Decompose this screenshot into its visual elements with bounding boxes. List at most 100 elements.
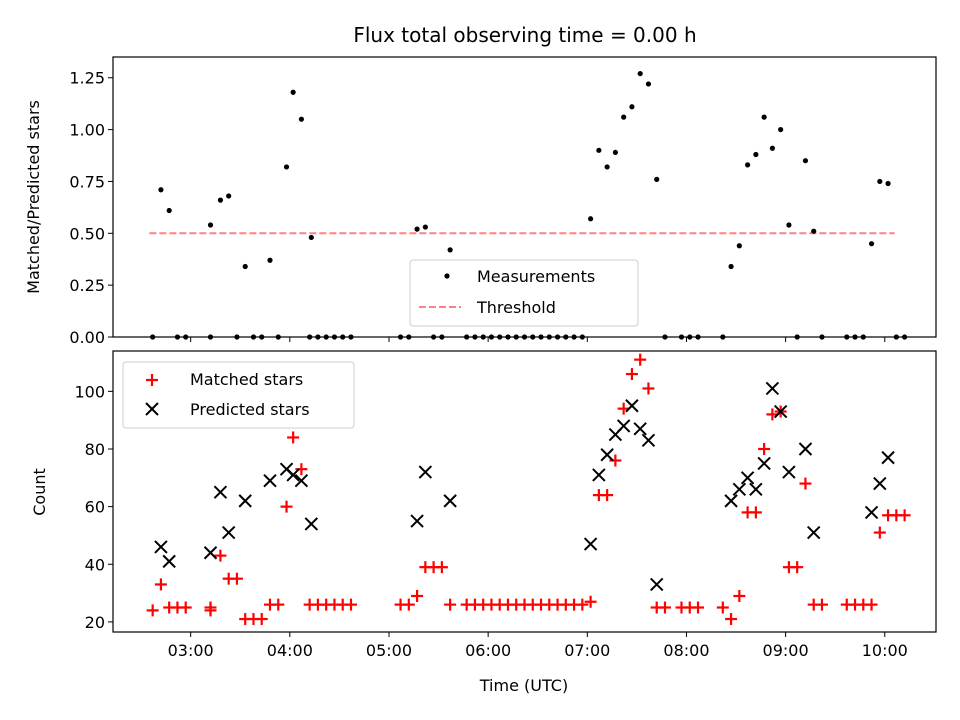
matched-star-point [634, 353, 647, 366]
predicted-star-point [418, 465, 433, 479]
predicted-star-point [203, 546, 218, 560]
matched-star-point [584, 595, 597, 608]
measurement-point [778, 126, 784, 133]
matched-star-point [758, 442, 771, 455]
predicted-star-point [286, 468, 300, 482]
bottom-panel: Count 20 40 60 80 100 03:00 04:00 05:00 06:00 07… [30, 350, 937, 695]
predicted-star-point [625, 399, 639, 413]
measurement-point [745, 162, 751, 168]
bottom-x-tick-label: 10:00 [862, 641, 908, 660]
matched-star-point [146, 604, 159, 617]
measurement-point [769, 145, 775, 151]
matched-star-point [344, 598, 357, 611]
measurement-point [654, 176, 660, 182]
matched-star-point [625, 368, 638, 381]
top-y-tick-label: 0.00 [69, 328, 105, 347]
predicted-star-point [616, 419, 631, 433]
top-y-axis-label: Matched/Predicted stars [24, 100, 43, 294]
matched-star-point [601, 489, 614, 502]
top-y-tick-label: 1.00 [69, 121, 105, 140]
measurement-point [290, 89, 296, 95]
predicted-star-point [749, 482, 763, 497]
predicted-star-point [806, 525, 821, 540]
measurement-point [629, 104, 635, 110]
bottom-x-tick-label: 05:00 [366, 641, 412, 660]
measurement-point [267, 257, 273, 263]
matched-star-point [733, 589, 746, 602]
matched-star-point [255, 613, 268, 626]
bottom-plot-frame [112, 350, 937, 633]
predicted-star-point [881, 450, 895, 465]
legend-matched-label: Matched stars [190, 370, 303, 389]
measurement-point [761, 114, 767, 120]
top-y-ticks: 0.00 0.25 0.50 0.75 1.00 1.25 [69, 69, 113, 347]
matched-star-point [865, 598, 878, 611]
matched-star-point [295, 463, 308, 476]
matched-star-point [280, 500, 293, 513]
matched-star-point [873, 526, 886, 539]
predicted-star-point [294, 473, 309, 488]
measurement-point [588, 216, 594, 222]
bottom-x-tick-label: 09:00 [763, 641, 809, 660]
legend-matched-marker [146, 374, 158, 386]
predicted-star-point [633, 422, 647, 436]
bottom-x-tick-label: 06:00 [465, 641, 511, 660]
matched-star-point [204, 604, 217, 617]
predicted-star-point [443, 494, 457, 508]
predicted-star-point [221, 525, 236, 540]
top-plot-frame [112, 56, 937, 338]
measurement-point [596, 147, 602, 153]
measurement-point [811, 228, 817, 234]
matched-star-point [791, 561, 804, 574]
bottom-x-tick-label: 07:00 [564, 641, 610, 660]
bottom-x-tick-label: 08:00 [663, 641, 709, 660]
predicted-star-point [583, 537, 598, 551]
measurement-point [645, 81, 652, 87]
predicted-star-point [304, 517, 319, 531]
bottom-y-tick-label: 20 [85, 613, 105, 632]
matched-star-point [287, 431, 300, 444]
measurement-point [885, 180, 891, 187]
predicted-star-point [864, 505, 879, 520]
predicted-star-point [757, 456, 771, 471]
measurement-point [166, 207, 172, 214]
legend-predicted-label: Predicted stars [190, 400, 310, 419]
predicted-star-point [724, 494, 738, 508]
matched-star-point [725, 613, 738, 626]
x-axis-label: Time (UTC) [479, 676, 568, 695]
matched-star-point [749, 506, 762, 519]
matched-star-point [576, 598, 589, 611]
matched-star-point [435, 561, 448, 574]
bottom-legend[interactable]: Matched stars Predicted stars [122, 361, 355, 429]
legend-threshold-label: Threshold [476, 298, 556, 317]
bottom-x-tick-label: 04:00 [267, 641, 313, 660]
measurement-point [298, 116, 304, 122]
predicted-star-point [410, 514, 424, 528]
measurement-point [226, 193, 232, 199]
matched-star-point [214, 549, 227, 562]
predicted-star-point [773, 404, 788, 419]
measurement-point [308, 234, 314, 241]
measurement-point [422, 224, 428, 230]
legend-measurements-label: Measurements [477, 267, 595, 286]
matched-star-point [642, 382, 655, 395]
predicted-star-point [765, 381, 780, 396]
matched-star-points [146, 353, 911, 626]
matched-star-point [658, 601, 671, 614]
matched-star-point [716, 601, 729, 614]
predicted-star-point [641, 433, 656, 448]
measurement-point [802, 158, 809, 164]
top-y-tick-label: 1.25 [69, 69, 105, 88]
measurement-point [217, 197, 224, 203]
bottom-y-tick-label: 100 [74, 382, 105, 401]
top-legend[interactable]: Measurements Threshold [409, 259, 639, 327]
matched-star-point [154, 578, 167, 591]
bottom-y-tick-label: 60 [85, 498, 105, 517]
bottom-y-axis-label: Count [30, 468, 49, 516]
top-y-tick-label: 0.25 [69, 276, 105, 295]
top-panel: Matched/Predicted stars 0.00 0.25 0.50 0.75… [24, 56, 937, 347]
bottom-x-tick-label: 03:00 [168, 641, 214, 660]
matched-star-point [692, 601, 705, 614]
matched-star-point [898, 509, 911, 522]
